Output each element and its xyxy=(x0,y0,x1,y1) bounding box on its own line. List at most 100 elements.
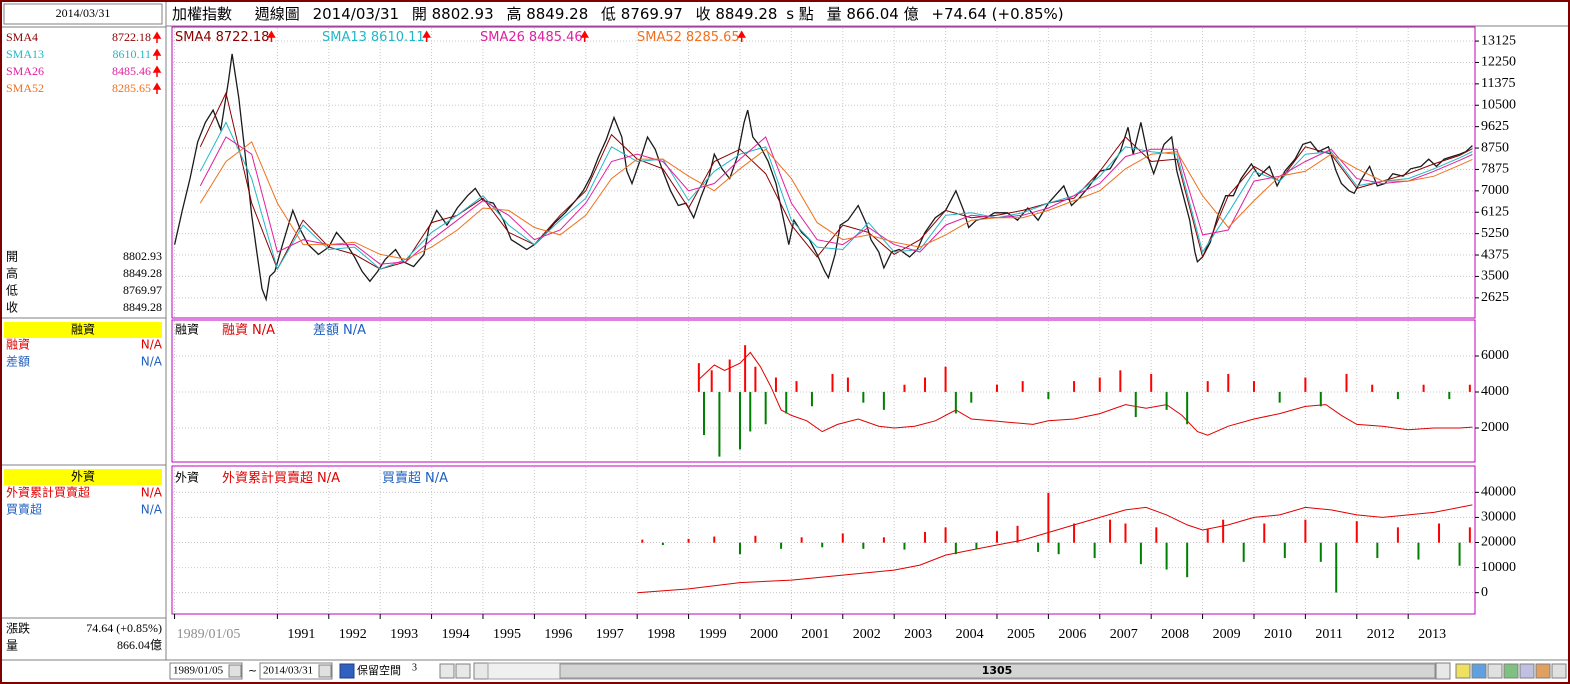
legend-name: 買賣超 xyxy=(382,471,421,486)
sidebar-row-value: N/A xyxy=(141,338,163,352)
y-tick-label: 0 xyxy=(1481,585,1488,600)
y-tick-label: 2625 xyxy=(1481,290,1509,305)
end-date-box[interactable] xyxy=(259,662,333,680)
x-tick-label: 2010 xyxy=(1264,627,1292,642)
plot-frame xyxy=(171,465,1476,615)
tool-button[interactable] xyxy=(439,663,455,679)
tool-button[interactable] xyxy=(1535,663,1551,679)
header-high: 高 8849.28 xyxy=(506,5,588,23)
tool-button[interactable] xyxy=(1519,663,1535,679)
x-tick-label: 2004 xyxy=(956,627,984,642)
plot-frame xyxy=(171,26,1476,319)
series-line xyxy=(199,141,1473,260)
start-date-box[interactable] xyxy=(169,662,243,680)
legend-name: 外資累計買賣超 xyxy=(222,470,313,486)
margin-header-bg xyxy=(4,322,162,338)
header-date: 2014/03/31 xyxy=(313,5,399,23)
series-line xyxy=(199,91,1473,271)
volume-value: 866.04億 xyxy=(117,638,162,652)
scroll-thumb[interactable] xyxy=(559,663,1436,679)
legend-value: 8722.18 xyxy=(216,30,270,45)
tool-button[interactable] xyxy=(1471,663,1487,679)
bar xyxy=(697,363,700,392)
ohlc-label: 收 xyxy=(6,301,18,315)
bar xyxy=(810,391,813,407)
reserve-icon[interactable] xyxy=(339,663,355,679)
bar xyxy=(1016,525,1019,543)
tool-button[interactable] xyxy=(455,663,471,679)
bar xyxy=(1155,527,1158,543)
x-tick-label: 2009 xyxy=(1213,627,1241,642)
y-tick-label: 10500 xyxy=(1481,97,1516,112)
y-tick-label: 12250 xyxy=(1481,55,1516,70)
bar xyxy=(1458,542,1461,566)
x-tick-label: 2007 xyxy=(1110,627,1138,642)
y-tick-label: 5250 xyxy=(1481,226,1509,241)
sidebar-sma-label: SMA52 xyxy=(6,81,44,95)
bar xyxy=(882,537,885,543)
legend-value: 8285.65 xyxy=(686,30,740,45)
scroll-left[interactable] xyxy=(473,662,489,680)
tool-button[interactable] xyxy=(1503,663,1519,679)
scroll-right[interactable] xyxy=(1435,662,1451,680)
legend-name: SMA13 xyxy=(322,30,367,45)
legend-value: N/A xyxy=(252,323,275,338)
y-tick-label: 30000 xyxy=(1481,510,1516,525)
x-tick-label: 1989/01/05 xyxy=(177,627,241,642)
bar xyxy=(1124,523,1127,543)
bar xyxy=(1252,381,1255,392)
bar xyxy=(738,391,741,450)
bar xyxy=(831,373,834,392)
y-tick-label: 7875 xyxy=(1481,162,1509,177)
bar xyxy=(1376,542,1379,559)
panel-title: 融資 xyxy=(175,323,199,337)
legend-entry: SMA4 8722.18 xyxy=(175,30,269,45)
bar xyxy=(1319,391,1322,407)
legend-name: SMA52 xyxy=(637,30,682,45)
bar xyxy=(738,542,741,555)
ohlc-value: 8849.28 xyxy=(123,300,162,314)
legend-value: 8610.11 xyxy=(371,30,425,45)
y-tick-label: 6000 xyxy=(1481,348,1509,363)
end-date-dropdown[interactable] xyxy=(318,664,332,678)
bar xyxy=(1073,523,1076,543)
sidebar-sma-label: SMA4 xyxy=(6,30,38,44)
tool-button[interactable] xyxy=(1487,663,1503,679)
bar xyxy=(800,537,803,543)
legend-name: 融資 xyxy=(222,323,248,338)
start-date-dropdown[interactable] xyxy=(228,664,242,678)
panel-title: 外資 xyxy=(175,471,199,485)
bar xyxy=(1134,391,1137,418)
up-arrow xyxy=(152,65,162,77)
up-arrow xyxy=(152,31,162,43)
bar xyxy=(1345,373,1348,392)
bar xyxy=(1206,381,1209,392)
bar xyxy=(995,531,998,543)
up-arrow xyxy=(152,82,162,94)
sidebar-row-value: N/A xyxy=(141,355,163,369)
sidebar-row-label: 融資 xyxy=(6,338,30,352)
legend-entry: SMA26 8485.46 xyxy=(480,30,583,45)
bar xyxy=(1165,542,1168,570)
y-tick-label: 4375 xyxy=(1481,247,1509,262)
tool-button[interactable] xyxy=(1551,663,1567,679)
bar xyxy=(1283,542,1286,559)
up-arrow xyxy=(737,30,746,42)
sidebar-sma-value: 8610.11 xyxy=(112,47,151,61)
ohlc-label: 低 xyxy=(6,283,18,298)
bar xyxy=(841,533,844,543)
y-tick-label: 2000 xyxy=(1481,420,1509,435)
tool-button[interactable] xyxy=(1455,663,1471,679)
bar xyxy=(1304,377,1307,392)
bar xyxy=(785,391,788,414)
bar xyxy=(710,370,713,392)
legend-name: SMA4 xyxy=(175,30,212,45)
bar xyxy=(1242,542,1245,562)
toolbar xyxy=(1455,663,1567,679)
bar xyxy=(1355,521,1358,543)
bar xyxy=(1396,391,1399,400)
bar xyxy=(821,542,824,548)
bar xyxy=(1263,523,1266,543)
bar xyxy=(924,377,927,392)
sidebar-row-label: 買賣超 xyxy=(6,502,42,517)
